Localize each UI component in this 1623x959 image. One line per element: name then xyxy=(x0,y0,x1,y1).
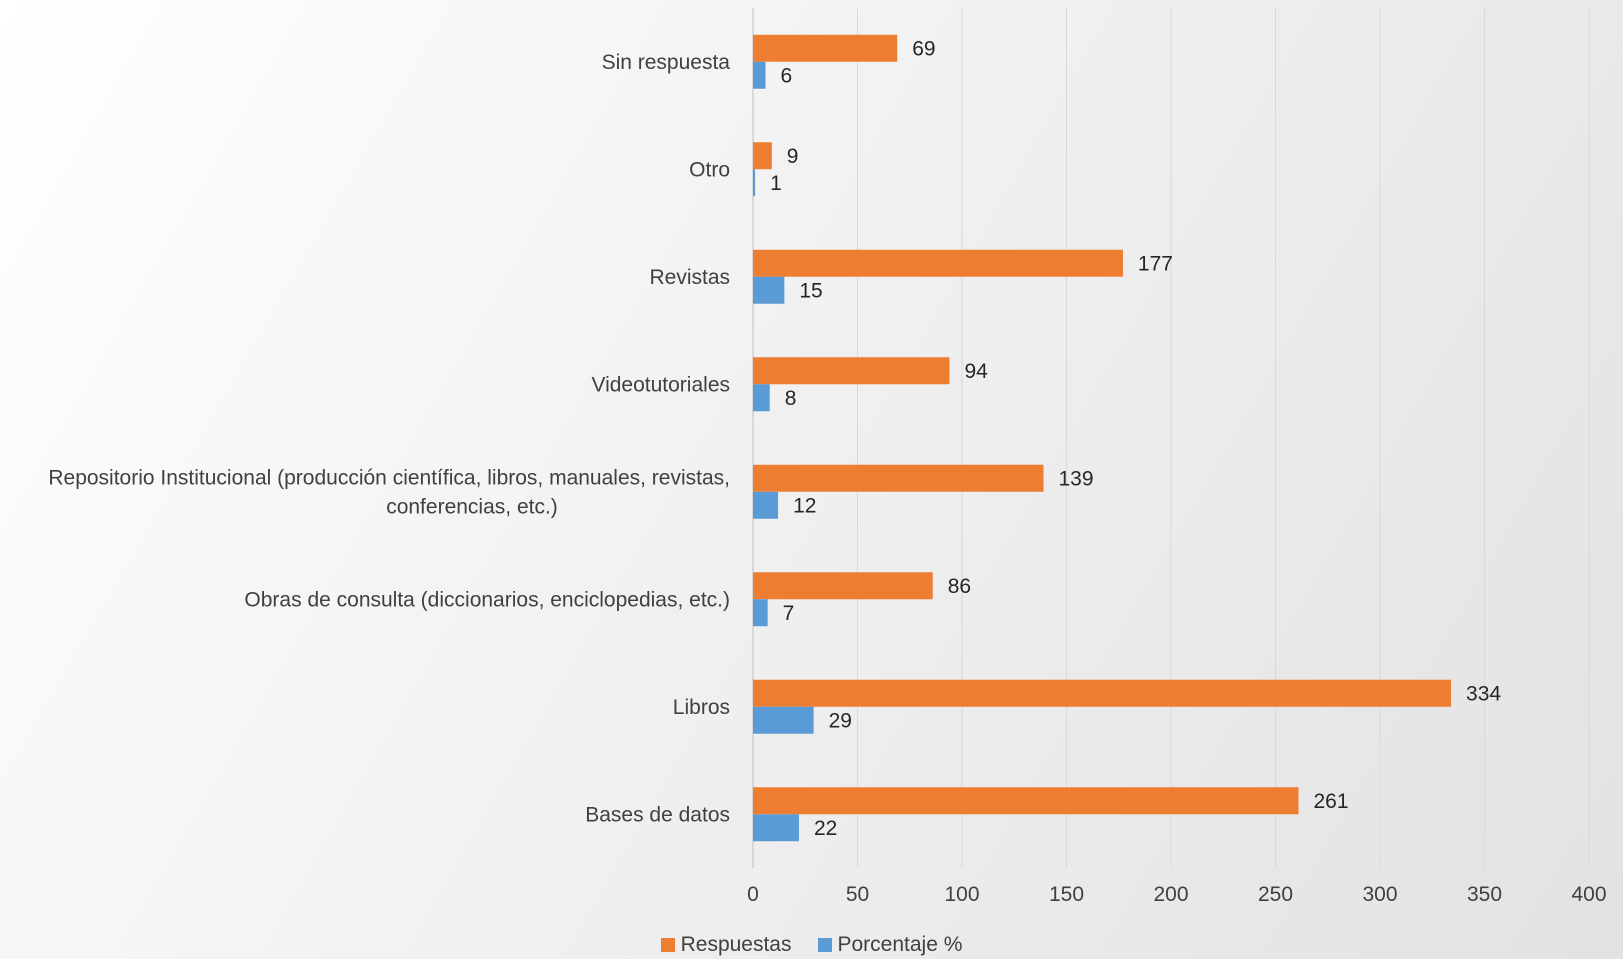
data-label: 12 xyxy=(793,494,816,517)
data-label: 8 xyxy=(785,387,797,410)
category-label: conferencias, etc.) xyxy=(386,495,558,518)
category-label: Revistas xyxy=(649,266,730,289)
data-label: 29 xyxy=(829,709,852,732)
bar-respuestas xyxy=(753,464,1044,492)
x-axis-ticks: 0 50 100 150 200 250 300 350 400 xyxy=(747,883,1606,906)
bar-porcentaje xyxy=(753,814,799,842)
x-tick-label: 350 xyxy=(1467,883,1502,906)
data-label: 1 xyxy=(770,172,782,195)
bar-porcentaje xyxy=(753,706,814,734)
x-tick-label: 0 xyxy=(747,883,759,906)
category-label: Obras de consulta (diccionarios, enciclo… xyxy=(244,588,730,611)
data-label: 7 xyxy=(783,602,795,625)
data-label: 9 xyxy=(787,145,799,168)
bar-respuestas xyxy=(753,249,1123,277)
data-label: 334 xyxy=(1466,682,1501,705)
x-tick-label: 250 xyxy=(1258,883,1293,906)
category-label: Repositorio Institucional (producción ci… xyxy=(48,466,730,489)
bar-porcentaje xyxy=(753,61,766,89)
legend: Respuestas Porcentaje % xyxy=(0,933,1623,957)
bar-porcentaje xyxy=(753,599,768,627)
x-tick-label: 150 xyxy=(1049,883,1084,906)
data-label: 94 xyxy=(964,360,988,383)
data-label: 69 xyxy=(912,37,935,60)
bar-porcentaje xyxy=(753,169,756,197)
data-label: 6 xyxy=(781,64,793,87)
data-label: 86 xyxy=(948,575,971,598)
x-tick-label: 100 xyxy=(944,883,979,906)
legend-swatch xyxy=(817,938,832,952)
bar-porcentaje xyxy=(753,491,779,519)
bar-respuestas xyxy=(753,679,1452,707)
data-label: 15 xyxy=(799,279,822,302)
bar-respuestas xyxy=(753,787,1299,815)
bar-respuestas xyxy=(753,142,772,170)
bar-porcentaje xyxy=(753,276,785,304)
category-label: Sin respuesta xyxy=(602,51,731,74)
category-label: Bases de datos xyxy=(585,803,730,826)
data-label: 261 xyxy=(1313,790,1348,813)
legend-swatch xyxy=(660,938,675,952)
x-tick-label: 300 xyxy=(1362,883,1397,906)
gridlines xyxy=(752,8,1590,868)
category-label: Otro xyxy=(689,158,730,181)
legend-item: Porcentaje % xyxy=(817,933,963,957)
category-label: Videotutoriales xyxy=(591,373,730,396)
legend-item: Respuestas xyxy=(660,933,792,957)
category-label: Libros xyxy=(673,696,730,719)
data-label: 139 xyxy=(1059,467,1094,490)
x-tick-label: 400 xyxy=(1571,883,1606,906)
bar-respuestas xyxy=(753,572,933,600)
bar-porcentaje xyxy=(753,384,770,412)
bar-respuestas xyxy=(753,357,950,385)
bar-respuestas xyxy=(753,34,898,62)
legend-label: Porcentaje % xyxy=(837,933,963,956)
x-tick-label: 200 xyxy=(1153,883,1188,906)
x-tick-label: 50 xyxy=(846,883,869,906)
legend-label: Respuestas xyxy=(680,933,792,956)
data-label: 177 xyxy=(1138,252,1173,275)
data-label: 22 xyxy=(814,817,837,840)
